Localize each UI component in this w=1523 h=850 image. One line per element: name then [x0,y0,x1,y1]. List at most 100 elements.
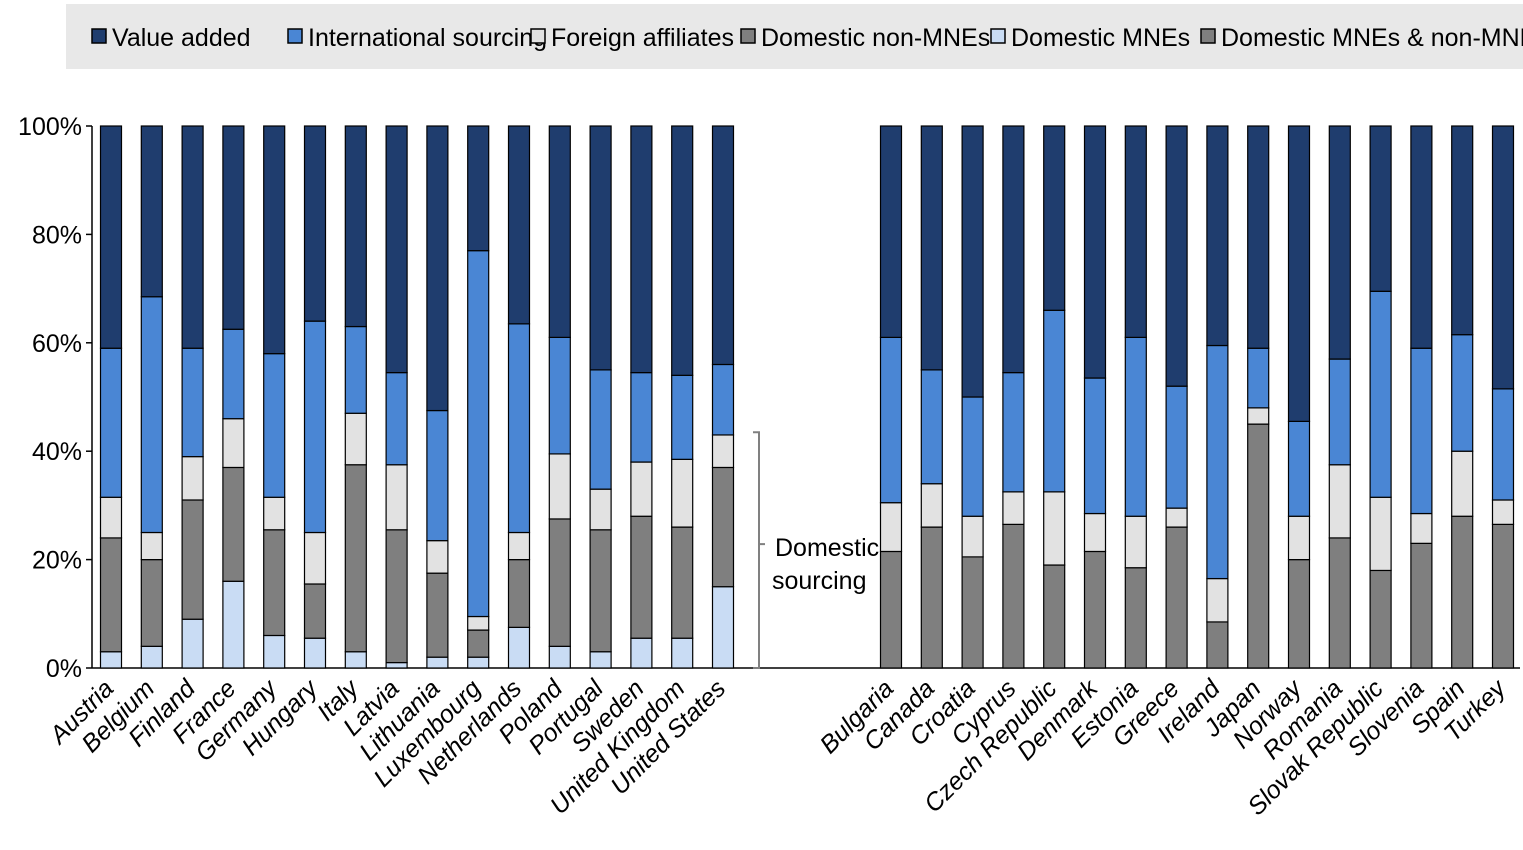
bar-segment-poland-foreign-affiliates [548,453,571,520]
bar-germany [263,125,286,669]
bar-segment-belgium-foreign-affiliates [140,531,163,561]
bar-cyprus [1002,125,1025,669]
bar-segment-cyprus-domestic-mnes-and-non-mnes [1002,523,1025,669]
bar-segment-finland-domestic-non-mnes [181,499,204,620]
bar-segment-ireland-international-sourcing [1206,344,1229,580]
bar-segment-croatia-value-added [961,125,984,398]
bar-segment-spain-domestic-mnes-and-non-mnes [1451,515,1474,669]
bar-segment-finland-domestic-mnes [181,618,204,669]
bar-segment-bulgaria-value-added [879,125,903,338]
bar-segment-austria-value-added [99,125,123,349]
bar-segment-lithuania-international-sourcing [426,409,449,542]
legend-swatch-domestic-non-mnes [740,28,756,44]
bar-segment-cyprus-international-sourcing [1002,372,1025,493]
bar-segment-poland-domestic-mnes [548,645,571,669]
bar-segment-czech-republic-international-sourcing [1043,309,1066,493]
bar-segment-turkey-international-sourcing [1491,388,1515,501]
bar-segment-luxembourg-international-sourcing [467,250,490,618]
bar-segment-denmark-value-added [1083,125,1107,379]
bar-segment-belgium-domestic-mnes [140,645,163,669]
legend-label-international-sourcing: International sourcing [308,24,547,52]
bar-segment-turkey-value-added [1491,125,1515,390]
bar-segment-bulgaria-domestic-mnes-and-non-mnes [879,550,903,669]
bar-segment-lithuania-domestic-non-mnes [426,572,449,658]
bar-segment-poland-value-added [548,125,571,338]
legend-background [66,4,1523,69]
bar-segment-austria-foreign-affiliates [99,496,123,539]
bar-segment-germany-international-sourcing [263,353,286,498]
legend-label-value-added: Value added [112,24,251,52]
legend: Value added International sourcing Foreign… [66,4,1523,69]
bar-turkey [1491,125,1515,669]
legend-swatch-value-added [91,28,107,44]
bar-segment-france-domestic-non-mnes [222,466,245,582]
annotation-bracket [753,431,760,669]
bar-segment-united-kingdom-domestic-mnes [671,637,694,669]
bar-segment-italy-foreign-affiliates [344,412,367,466]
bar-luxembourg [467,125,490,669]
bar-denmark [1083,125,1107,669]
bar-segment-sweden-domestic-mnes [630,637,653,669]
bar-segment-france-international-sourcing [222,328,245,420]
bar-estonia [1124,125,1147,669]
bar-croatia [961,125,984,669]
bar-segment-france-domestic-mnes [222,580,245,669]
bar-segment-estonia-international-sourcing [1124,336,1147,517]
bar-segment-ireland-value-added [1206,125,1229,347]
bar-segment-denmark-foreign-affiliates [1083,512,1107,553]
bar-segment-croatia-domestic-mnes-and-non-mnes [961,556,984,669]
bar-segment-united-states-foreign-affiliates [711,434,735,469]
bar-segment-italy-domestic-mnes [344,651,367,669]
bar-segment-turkey-domestic-mnes-and-non-mnes [1491,523,1515,669]
bar-segment-austria-domestic-non-mnes [99,537,123,653]
bar-segment-sweden-domestic-non-mnes [630,515,653,639]
y-axis: 0% 20% 40% 60% 80% 100% [18,113,1520,683]
y-tick-label: 40% [32,438,82,466]
bar-netherlands [507,125,531,669]
bar-segment-luxembourg-value-added [467,125,490,252]
bar-japan [1247,125,1270,669]
bar-segment-portugal-domestic-mnes [589,651,612,669]
bar-segment-norway-domestic-mnes-and-non-mnes [1287,558,1311,669]
bar-segment-belgium-value-added [140,125,163,298]
bar-segment-latvia-domestic-non-mnes [385,529,408,664]
bar-segment-belgium-domestic-non-mnes [140,558,163,647]
bar-segment-greece-foreign-affiliates [1165,507,1188,528]
bar-slovenia [1410,125,1433,669]
bar-segment-france-foreign-affiliates [222,418,245,469]
legend-label-domestic-non-mnes: Domestic non-MNEs [761,24,990,52]
bar-segment-hungary-foreign-affiliates [303,531,327,585]
bar-bulgaria [879,125,903,669]
bar-segment-finland-foreign-affiliates [181,456,204,501]
bar-segment-ireland-foreign-affiliates [1206,577,1229,623]
bar-segment-greece-international-sourcing [1165,385,1188,509]
bar-segment-spain-foreign-affiliates [1451,450,1474,517]
bar-segment-czech-republic-foreign-affiliates [1043,491,1066,566]
bar-segment-netherlands-domestic-mnes [507,626,531,669]
bar-segment-portugal-international-sourcing [589,369,612,490]
bar-segment-slovenia-domestic-mnes-and-non-mnes [1410,542,1433,669]
y-tick-label: 80% [32,221,82,249]
bar-segment-germany-domestic-non-mnes [263,529,286,637]
bar-czech-republic [1043,125,1066,669]
bar-segment-germany-foreign-affiliates [263,496,286,531]
bar-segment-netherlands-domestic-non-mnes [507,558,531,628]
bar-segment-romania-international-sourcing [1328,358,1351,466]
bar-segment-spain-value-added [1451,125,1474,336]
annotation-text-line: Domestic [775,534,879,562]
bar-romania [1328,125,1351,669]
bar-slovak-republic [1369,125,1392,669]
bar-france [222,125,245,669]
bar-segment-romania-foreign-affiliates [1328,464,1351,539]
bar-spain [1451,125,1474,669]
bar-segment-united-states-domestic-non-mnes [711,466,735,588]
bar-united-states [711,125,735,669]
bar-greece [1165,125,1188,669]
bar-segment-croatia-international-sourcing [961,396,984,517]
bar-segment-portugal-value-added [589,125,612,371]
bar-segment-austria-domestic-mnes [99,651,123,669]
bar-hungary [303,125,327,669]
bar-segment-japan-value-added [1247,125,1270,349]
y-tick-label: 0% [46,655,82,683]
